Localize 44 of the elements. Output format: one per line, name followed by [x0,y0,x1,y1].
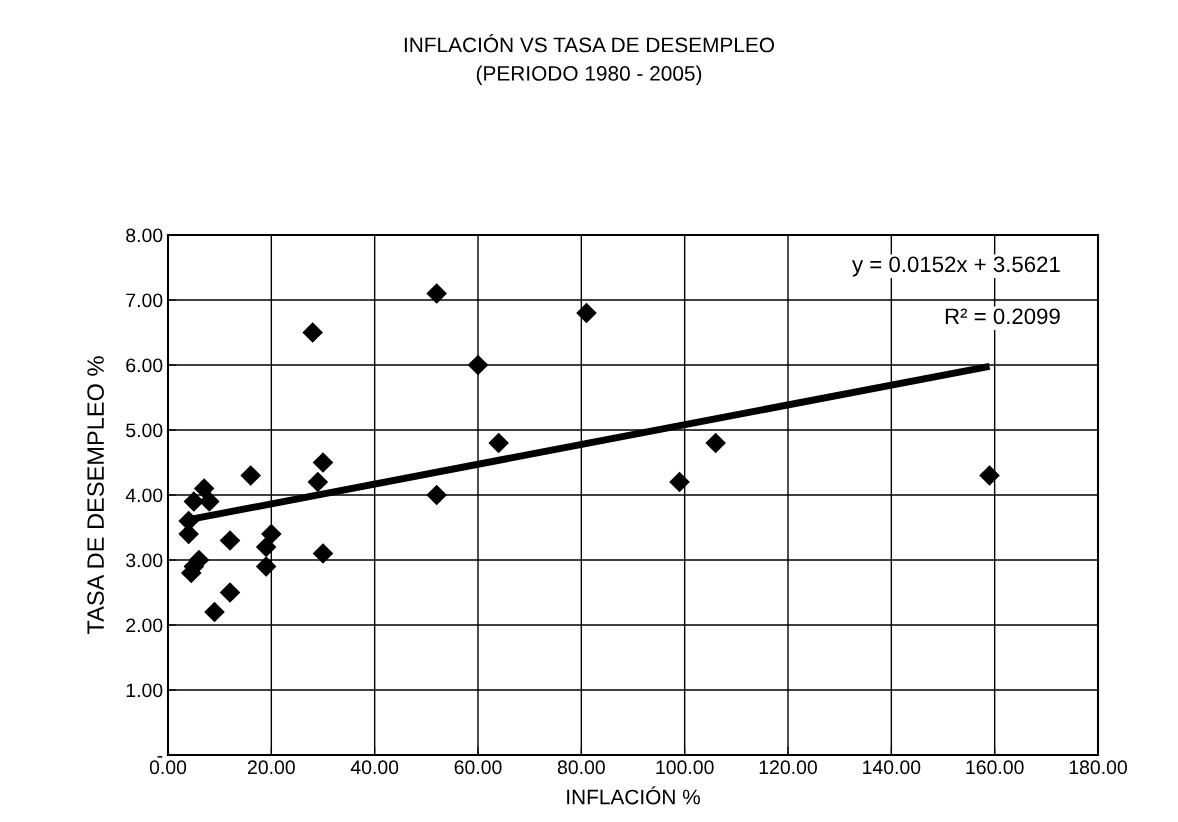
y-tick-label: 4.00 [125,488,163,503]
y-tick-label: 3.00 [126,553,163,568]
annotation: y = 0.0152x + 3.5621 [852,256,1060,277]
x-tick-label: 40.00 [350,760,399,775]
point [255,556,277,577]
point [705,432,726,454]
y-tick-label: 1.00 [126,683,163,698]
point [576,302,597,324]
point [204,601,225,623]
point [426,484,447,506]
point [488,432,509,454]
y-tick-label: 8.00 [126,228,163,243]
point [255,536,277,558]
point [219,530,241,551]
x-tick-label: 140.00 [863,760,921,775]
point [302,322,323,343]
x-tick-label: 60.00 [454,760,502,775]
y-tick-label: 7.00 [126,293,163,308]
chart-title: INFLACIÓN VS TASA DE DESEMPLEO (PERIODO 1980 - 2005) [404,34,775,85]
x-tick-label: 20.00 [247,760,295,775]
x-tick-label: 0.00 [149,760,187,775]
x-tick-label: 100.00 [656,760,714,775]
x-tick-label: 160.00 [966,760,1024,775]
point [307,471,329,493]
point [312,452,334,473]
x-tick-label: 80.00 [557,760,605,775]
point [979,465,1000,486]
point [669,471,690,493]
y-tick-label: 6.00 [126,358,163,373]
point [240,465,261,486]
x-tick-label: 120.00 [759,760,817,775]
point [467,354,489,376]
annotation: R² = 0.2099 [945,308,1060,325]
y-tick-label: 2.00 [126,618,163,633]
point [426,283,447,304]
x-tick-label: 180.00 [1069,760,1127,775]
point [219,582,241,603]
y-tick-label: 5.00 [126,423,163,438]
point [199,491,220,512]
point [312,543,334,564]
x-axis-title: INFLACIÓN % [567,786,700,805]
y-axis-title: TASA DE DESEMPLEO % [87,356,104,634]
y-tick-label: - [157,756,163,758]
point [261,523,282,545]
